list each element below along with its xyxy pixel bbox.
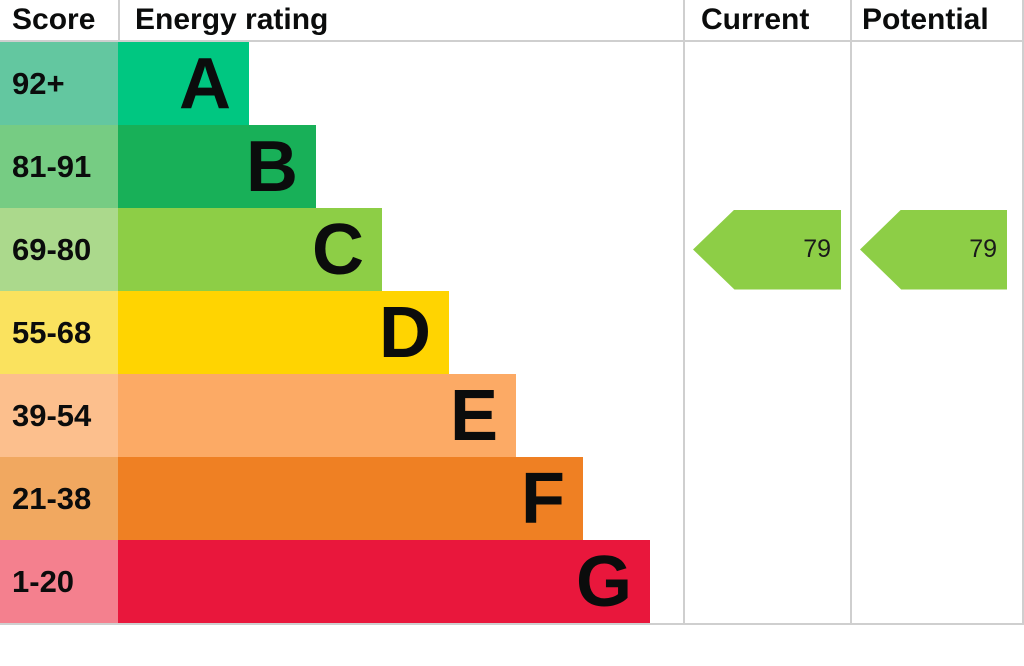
current-rating-value: 79 xyxy=(803,235,831,263)
band-letter-g: G xyxy=(575,541,632,622)
band-letter-c: C xyxy=(312,209,364,290)
rating-bar-c: C xyxy=(118,208,382,291)
score-cell-b: 81-91 xyxy=(0,125,118,208)
band-letter-b: B xyxy=(246,126,298,207)
band-row-b: 81-91 B xyxy=(0,125,683,208)
current-column: 79 xyxy=(685,0,850,623)
score-cell-a: 92+ xyxy=(0,42,118,125)
potential-rating-arrow: 79 xyxy=(860,209,1007,290)
score-header: Score xyxy=(12,3,96,36)
score-cell-d: 55-68 xyxy=(0,291,118,374)
current-header: Current xyxy=(701,3,810,36)
band-row-d: 55-68 D xyxy=(0,291,683,374)
score-cell-e: 39-54 xyxy=(0,374,118,457)
band-letter-e: E xyxy=(449,375,498,456)
energy-rating-header: Energy rating xyxy=(135,3,329,36)
current-rating-arrow: 79 xyxy=(693,209,841,290)
score-cell-g: 1-20 xyxy=(0,540,118,623)
rating-bar-f: F xyxy=(118,457,583,540)
band-row-e: 39-54 E xyxy=(0,374,683,457)
score-cell-c: 69-80 xyxy=(0,208,118,291)
band-row-g: 1-20 G xyxy=(0,540,683,623)
rating-bar-d: D xyxy=(118,291,449,374)
header-divider xyxy=(0,40,1024,42)
potential-column: 79 xyxy=(852,0,1024,623)
band-letter-a: A xyxy=(179,43,231,124)
current-column-divider xyxy=(683,0,685,625)
potential-column-divider xyxy=(850,0,852,625)
band-row-f: 21-38 F xyxy=(0,457,683,540)
band-letter-f: F xyxy=(521,458,565,539)
band-letter-d: D xyxy=(379,292,431,373)
rating-bar-e: E xyxy=(118,374,516,457)
band-row-a: 92+ A xyxy=(0,42,683,125)
right-border xyxy=(1022,0,1024,625)
score-column-divider xyxy=(118,0,120,40)
rating-bar-g: G xyxy=(118,540,650,623)
rating-bands: 92+ A 81-91 B 69-80 C 55-68 D 39-54 E 21-38 F 1-20 G xyxy=(0,42,683,623)
band-row-c: 69-80 C xyxy=(0,208,683,291)
potential-header: Potential xyxy=(862,3,989,36)
rating-bar-a: A xyxy=(118,42,249,125)
score-cell-f: 21-38 xyxy=(0,457,118,540)
potential-rating-value: 79 xyxy=(969,235,997,263)
bottom-border xyxy=(0,623,1024,625)
rating-bar-b: B xyxy=(118,125,316,208)
